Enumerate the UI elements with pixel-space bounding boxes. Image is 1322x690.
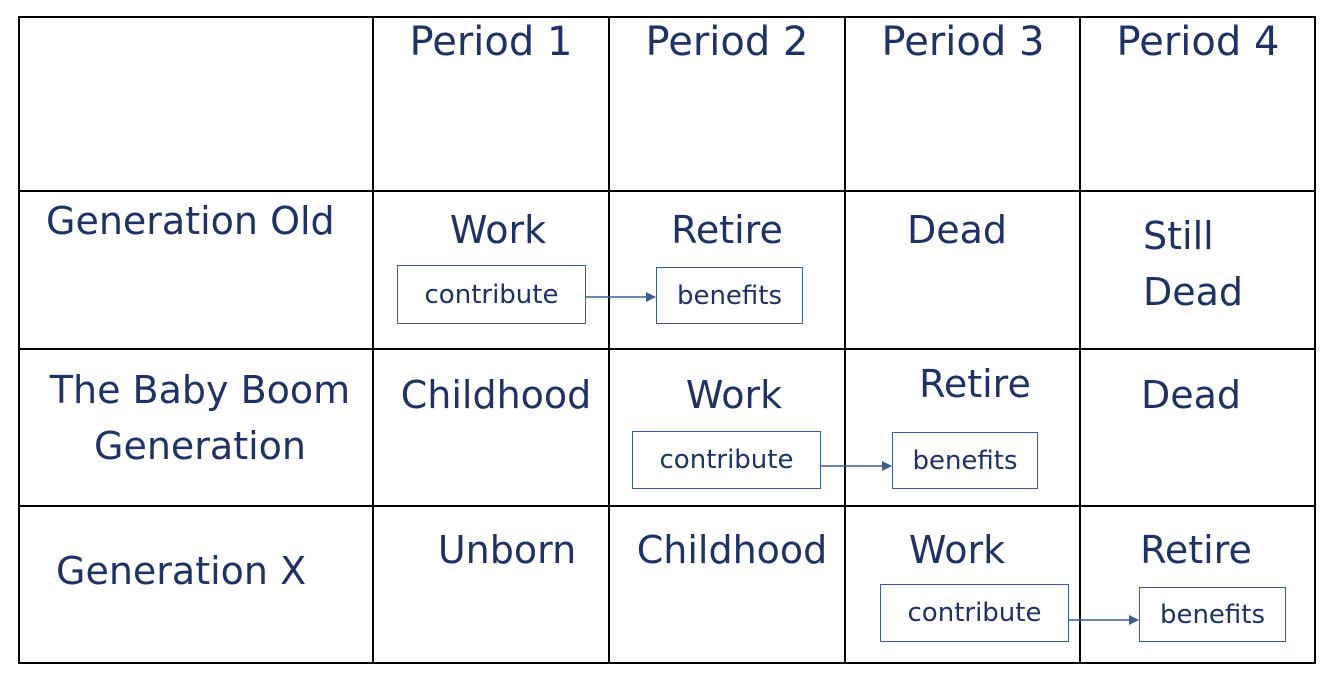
benefits-box-old: benefits: [656, 267, 803, 324]
cell-old-period-4: Still Dead: [1143, 214, 1244, 314]
header-period-1: Period 1: [409, 19, 573, 65]
row-label-generation-x: Generation X: [56, 549, 307, 593]
header-period-3: Period 3: [881, 19, 1045, 65]
cell-boom-period-3: Retire: [919, 362, 1031, 406]
contribute-box-boom: contribute: [632, 431, 821, 489]
cell-genx-period-1: Unborn: [437, 528, 577, 572]
cell-old-period-2: Retire: [671, 208, 783, 252]
row-label-generation-old: Generation Old: [46, 199, 335, 243]
cell-old-period-1: Work: [449, 208, 547, 252]
cell-boom-period-1: Childhood: [400, 373, 592, 417]
cell-genx-period-2: Childhood: [636, 528, 828, 572]
cell-boom-period-2: Work: [685, 373, 783, 417]
benefits-box-boom: benefits: [892, 432, 1038, 489]
cell-boom-period-4: Dead: [1140, 373, 1242, 417]
benefits-box-genx: benefits: [1139, 587, 1286, 642]
cell-old-period-3: Dead: [906, 208, 1008, 252]
contribute-box-genx: contribute: [880, 584, 1069, 642]
cell-genx-period-4: Retire: [1140, 528, 1252, 572]
contribute-box-old: contribute: [397, 265, 586, 324]
header-period-4: Period 4: [1116, 19, 1280, 65]
row-label-baby-boom: The Baby Boom Generation: [49, 368, 351, 468]
header-period-2: Period 2: [645, 19, 809, 65]
cell-genx-period-3: Work: [908, 528, 1006, 572]
